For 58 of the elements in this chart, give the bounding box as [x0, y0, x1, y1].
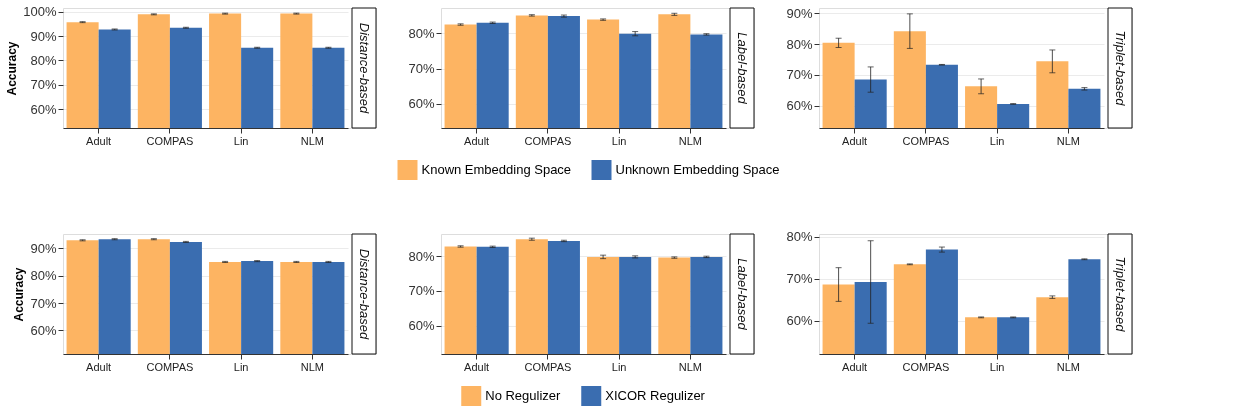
- x-tick-label: Lin: [989, 360, 1005, 373]
- x-tick-label: NLM: [678, 360, 702, 373]
- y-axis-title: Accuracy: [5, 41, 20, 96]
- text: Label-based: [735, 258, 750, 331]
- y-tick-label: 60%: [786, 98, 813, 114]
- y-tick-label: 70%: [786, 67, 813, 83]
- text: Distance-based: [357, 248, 372, 340]
- x-tick-label: Adult: [86, 134, 112, 147]
- y-tick-label: 100%: [23, 4, 57, 20]
- y-tick-label: 80%: [30, 52, 57, 68]
- legend-label: Unknown Embedding Space: [615, 162, 780, 177]
- x-tick-label: Lin: [611, 134, 627, 147]
- x-tick-label: Adult: [86, 360, 112, 373]
- y-tick-label: 80%: [786, 229, 813, 245]
- x-tick-label: Lin: [233, 360, 249, 373]
- x-tick-label: Adult: [464, 360, 490, 373]
- x-tick-label: NLM: [678, 134, 702, 147]
- x-tick-label: Adult: [842, 360, 868, 373]
- x-tick-label: Adult: [842, 134, 868, 147]
- y-tick-label: 90%: [30, 240, 57, 256]
- y-tick-label: 60%: [30, 322, 57, 338]
- y-tick-label: 80%: [408, 25, 435, 41]
- y-tick-label: 70%: [408, 61, 435, 77]
- y-tick-label: 60%: [408, 318, 435, 334]
- y-tick-label: 70%: [30, 295, 57, 311]
- x-tick-label: NLM: [1056, 360, 1080, 373]
- y-tick-label: 70%: [408, 283, 435, 299]
- x-tick-label: COMPAS: [524, 360, 572, 373]
- x-tick-label: Adult: [464, 134, 490, 147]
- legend-label: XICOR Regulizer: [605, 388, 706, 403]
- y-tick-label: 80%: [786, 36, 813, 52]
- y-axis-title: Accuracy: [12, 267, 27, 322]
- x-tick-label: Lin: [611, 360, 627, 373]
- y-tick-label: 90%: [30, 28, 57, 44]
- x-tick-label: Lin: [233, 134, 249, 147]
- text: Triplet-based: [1113, 30, 1128, 107]
- legend-label: No Regulizer: [485, 388, 562, 403]
- x-tick-label: NLM: [300, 134, 324, 147]
- y-tick-label: 90%: [786, 5, 813, 21]
- text: Distance-based: [357, 22, 372, 114]
- x-tick-label: COMPAS: [902, 360, 950, 373]
- y-tick-label: 60%: [786, 313, 813, 329]
- legend-label: Known Embedding Space: [421, 162, 572, 177]
- y-tick-label: 60%: [408, 96, 435, 112]
- x-tick-label: COMPAS: [146, 134, 194, 147]
- y-tick-label: 70%: [786, 271, 813, 287]
- x-tick-label: NLM: [300, 360, 324, 373]
- x-tick-label: COMPAS: [524, 134, 572, 147]
- text: Label-based: [735, 32, 750, 105]
- y-tick-label: 60%: [30, 101, 57, 117]
- text: Triplet-based: [1113, 256, 1128, 333]
- x-tick-label: COMPAS: [146, 360, 194, 373]
- y-tick-label: 80%: [30, 268, 57, 284]
- x-tick-label: COMPAS: [902, 134, 950, 147]
- x-tick-label: NLM: [1056, 134, 1080, 147]
- y-tick-label: 70%: [30, 77, 57, 93]
- x-tick-label: Lin: [989, 134, 1005, 147]
- y-tick-label: 80%: [408, 248, 435, 264]
